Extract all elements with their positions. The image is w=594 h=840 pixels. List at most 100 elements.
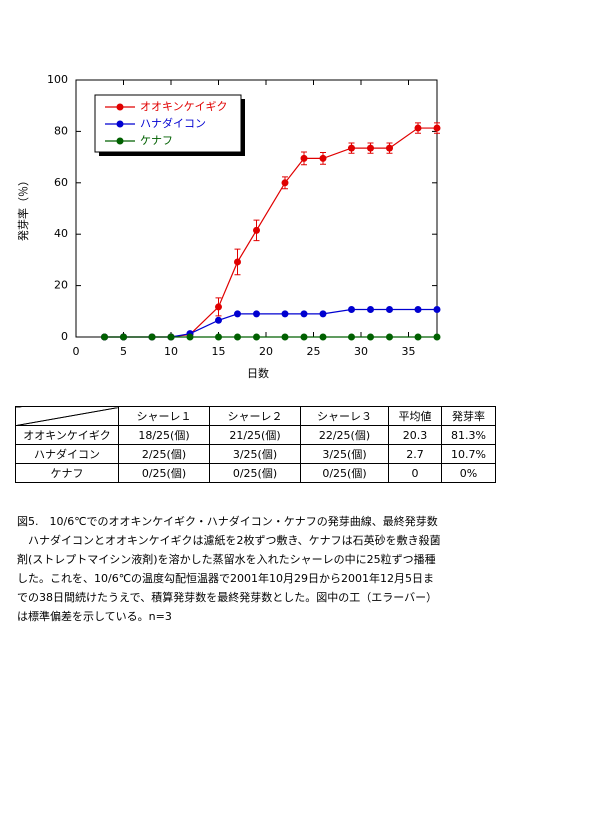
data-point bbox=[167, 333, 175, 341]
data-point bbox=[281, 310, 289, 318]
header-cell: シャーレ２ bbox=[209, 406, 301, 426]
data-point bbox=[300, 154, 308, 162]
data-point bbox=[215, 316, 222, 324]
series-line bbox=[104, 127, 437, 338]
x-tick-label: 5 bbox=[120, 345, 127, 358]
data-point bbox=[348, 306, 355, 314]
data-point bbox=[215, 333, 222, 341]
caption-line: ハナダイコンとオオキンケイギクは濾紙を2枚ずつ敷き、ケナフは石英砂を敷き殺菌 bbox=[17, 534, 441, 547]
data-point bbox=[386, 144, 393, 152]
table-cell: 0 bbox=[388, 463, 442, 483]
data-point bbox=[386, 306, 393, 314]
caption-line: 図5. 10/6℃でのオオキンケイギク・ハナダイコン・ケナフの発芽曲線、最終発芽… bbox=[17, 515, 438, 528]
table-cell: 2/25(個) bbox=[118, 444, 210, 464]
data-point bbox=[234, 333, 241, 341]
header-cell: 平均値 bbox=[388, 406, 442, 426]
x-tick-label: 15 bbox=[212, 345, 226, 358]
caption-line: した。これを、10/6℃の温度勾配恒温器で2001年10月29日から2001年1… bbox=[17, 572, 435, 585]
data-point bbox=[319, 333, 327, 341]
table: シャーレ１ シャーレ２ シャーレ３ 平均値 発芽率 オオキンケイギク 18/25(個) 21/… bbox=[15, 406, 496, 483]
data-point bbox=[414, 124, 422, 132]
data-point bbox=[414, 333, 422, 341]
data-point bbox=[348, 333, 355, 341]
header-cell: シャーレ３ bbox=[300, 406, 389, 426]
data-point bbox=[386, 333, 393, 341]
table-cell: 3/25(個) bbox=[300, 444, 389, 464]
y-tick-label: 100 bbox=[47, 73, 68, 86]
data-point bbox=[253, 333, 260, 341]
data-point bbox=[367, 333, 374, 341]
table-cell: 2.7 bbox=[388, 444, 442, 464]
table-row: ケナフ 0/25(個) 0/25(個) 0/25(個) 0 0% bbox=[15, 463, 496, 483]
table-cell: 10.7% bbox=[441, 444, 496, 464]
data-point bbox=[234, 310, 241, 318]
y-tick-label: 80 bbox=[54, 124, 68, 137]
series-line bbox=[104, 308, 437, 338]
table-cell: 3/25(個) bbox=[209, 444, 301, 464]
table-cell: 18/25(個) bbox=[118, 425, 210, 445]
data-point bbox=[433, 124, 441, 132]
x-tick-label: 0 bbox=[73, 345, 80, 358]
data-point bbox=[281, 333, 289, 341]
data-point bbox=[234, 258, 241, 266]
data-point bbox=[319, 310, 327, 318]
table-cell: 0/25(個) bbox=[118, 463, 210, 483]
data-point bbox=[414, 306, 422, 314]
table-cell: ハナダイコン bbox=[15, 444, 119, 464]
y-tick-label: 40 bbox=[54, 227, 68, 240]
data-point bbox=[367, 306, 374, 314]
caption-line: 剤(ストレプトマイシン液剤)を溶かした蒸留水を入れたシャーレの中に25粒ずつ播種 bbox=[17, 553, 436, 566]
legend-label: ケナフ bbox=[140, 134, 173, 147]
table-row: ハナダイコン 2/25(個) 3/25(個) 3/25(個) 2.7 10.7% bbox=[15, 444, 496, 464]
corner-cell bbox=[15, 406, 119, 426]
data-point bbox=[253, 310, 260, 318]
table-header-row: シャーレ１ シャーレ２ シャーレ３ 平均値 発芽率 bbox=[15, 406, 496, 426]
data-point bbox=[186, 333, 194, 341]
data-point bbox=[319, 154, 327, 162]
caption-line: での38日間続けたうえで、積算発芽数を最終発芽数とした。図中の工（エラーバー） bbox=[17, 591, 438, 604]
x-tick-label: 25 bbox=[307, 345, 321, 358]
data-point bbox=[300, 333, 308, 341]
x-axis-label: 日数 bbox=[247, 367, 269, 380]
table-cell: 0% bbox=[441, 463, 496, 483]
y-axis-label: 発芽率（％） bbox=[16, 175, 30, 241]
table-cell: 20.3 bbox=[388, 425, 442, 445]
chart: 日数 発芽率（％） 0 20 40 60 80 100 0 5 10 15 20 25 30 35 オオキン… bbox=[16, 73, 441, 380]
x-tick-label: 35 bbox=[402, 345, 416, 358]
data-point bbox=[300, 310, 308, 318]
legend-label: オオキンケイギク bbox=[140, 100, 227, 113]
data-point bbox=[433, 306, 441, 314]
legend-label: ハナダイコン bbox=[140, 116, 206, 130]
data-point bbox=[433, 333, 441, 341]
table-cell: ケナフ bbox=[15, 463, 119, 483]
y-tick-label: 60 bbox=[54, 176, 68, 189]
table-cell: 21/25(個) bbox=[209, 425, 301, 445]
legend-marker bbox=[116, 120, 124, 128]
table-cell: 0/25(個) bbox=[209, 463, 301, 483]
header-cell: シャーレ１ bbox=[118, 406, 210, 426]
caption: 図5. 10/6℃でのオオキンケイギク・ハナダイコン・ケナフの発芽曲線、最終発芽… bbox=[17, 512, 441, 626]
y-tick-label: 0 bbox=[61, 330, 68, 343]
table-cell: オオキンケイギク bbox=[15, 425, 119, 445]
data-point bbox=[348, 144, 355, 152]
x-tick-label: 20 bbox=[259, 345, 273, 358]
data-point bbox=[101, 333, 108, 341]
table-row: オオキンケイギク 18/25(個) 21/25(個) 22/25(個) 20.3 81.3… bbox=[15, 425, 496, 445]
legend-marker bbox=[116, 137, 124, 145]
data-point bbox=[281, 179, 289, 187]
header-cell: 発芽率 bbox=[441, 406, 496, 426]
caption-line: は標準偏差を示している。n=3 bbox=[17, 610, 172, 623]
legend-marker bbox=[116, 103, 124, 111]
table-cell: 81.3% bbox=[441, 425, 496, 445]
table-cell: 0/25(個) bbox=[300, 463, 389, 483]
x-tick-label: 30 bbox=[354, 345, 368, 358]
x-tick-label: 10 bbox=[164, 345, 178, 358]
data-point bbox=[367, 144, 374, 152]
data-point bbox=[253, 226, 260, 234]
data-point bbox=[215, 303, 222, 311]
data-point bbox=[120, 333, 127, 341]
y-tick-label: 20 bbox=[54, 279, 68, 292]
table-cell: 22/25(個) bbox=[300, 425, 389, 445]
data-point bbox=[148, 333, 156, 341]
